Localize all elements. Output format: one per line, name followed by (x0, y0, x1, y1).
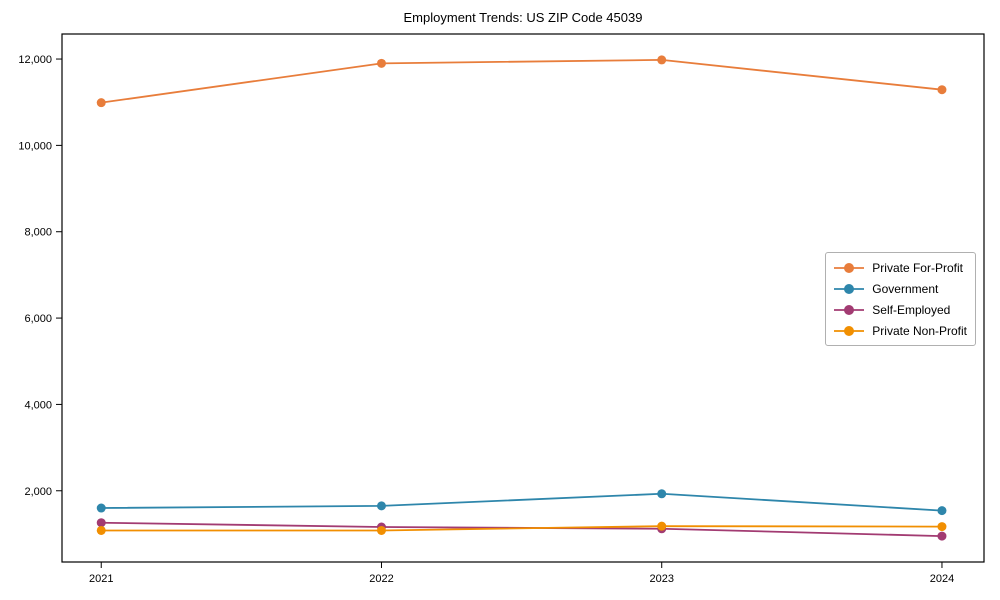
x-tick-label: 2023 (649, 573, 673, 585)
x-tick-label: 2024 (930, 573, 954, 585)
data-point-private-for-profit (937, 85, 947, 95)
legend: Private For-Profit Government Self-Employe… (825, 252, 976, 346)
legend-marker-icon (844, 304, 855, 315)
data-point-private-for-profit (96, 98, 106, 108)
y-tick-label: 6,000 (24, 313, 52, 325)
legend-label: Government (872, 281, 939, 296)
y-tick-label: 12,000 (18, 54, 52, 66)
axes-frame (61, 33, 985, 563)
legend-label: Self-Employed (872, 302, 951, 317)
legend-item-private-non-profit: Private Non-Profit (833, 320, 967, 341)
legend-swatch-government (834, 283, 865, 294)
data-point-government (937, 506, 947, 516)
data-point-private-for-profit (376, 58, 386, 68)
data-point-private-non-profit (96, 525, 106, 535)
legend-swatch-self-employed (834, 304, 865, 315)
y-tick-label: 8,000 (24, 227, 52, 239)
data-point-private-non-profit (937, 522, 947, 532)
y-tick-label: 4,000 (24, 399, 52, 411)
legend-item-government: Government (833, 278, 967, 299)
data-point-government (96, 503, 106, 513)
legend-item-private-for-profit: Private For-Profit (833, 257, 967, 278)
chart-title: Employment Trends: US ZIP Code 45039 (403, 10, 643, 25)
x-tick-label: 2021 (89, 573, 113, 585)
legend-marker-icon (844, 262, 855, 273)
legend-marker-icon (844, 325, 855, 336)
series-line-private-for-profit (101, 59, 943, 104)
legend-swatch-private-for-profit (834, 262, 865, 273)
series-line-private-non-profit (101, 525, 942, 532)
y-tick-label: 10,000 (18, 140, 52, 152)
series-line-self-employed (101, 521, 942, 537)
legend-marker-icon (844, 283, 855, 294)
data-point-government (376, 501, 386, 511)
data-point-government (657, 489, 667, 499)
data-point-private-non-profit (376, 525, 386, 535)
legend-label: Private For-Profit (872, 260, 963, 275)
series-line-government (101, 492, 943, 512)
legend-label: Private Non-Profit (872, 323, 967, 338)
data-point-self-employed (937, 531, 947, 541)
data-point-private-for-profit (657, 55, 667, 65)
legend-swatch-private-non-profit (834, 325, 865, 336)
x-tick-label: 2022 (369, 573, 393, 585)
y-tick-label: 2,000 (24, 486, 52, 498)
legend-item-self-employed: Self-Employed (833, 299, 967, 320)
data-point-self-employed (96, 518, 106, 528)
data-point-private-non-profit (657, 521, 667, 531)
